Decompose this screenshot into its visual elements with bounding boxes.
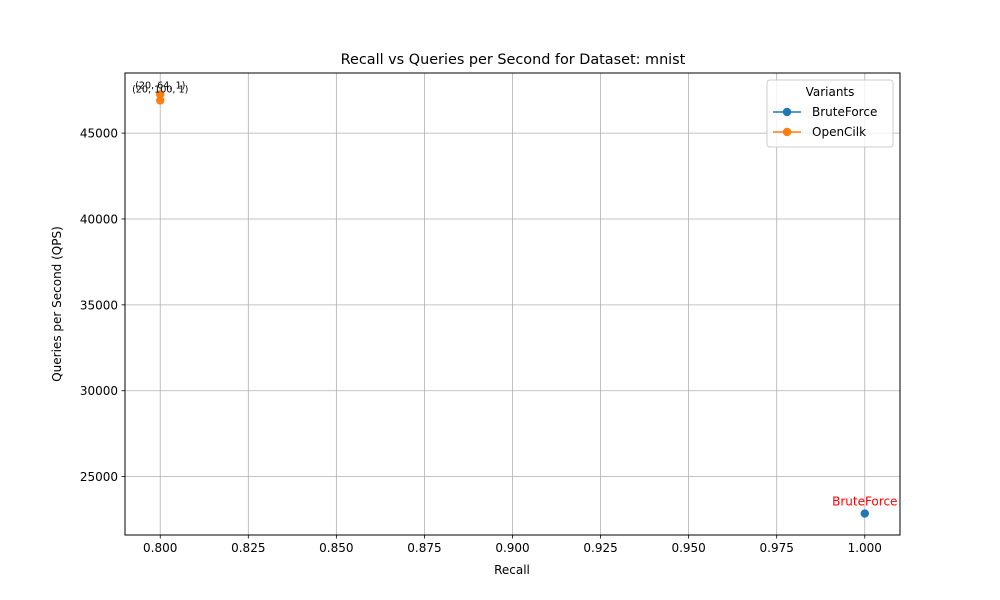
point-label: BruteForce — [832, 495, 897, 509]
chart-title: Recall vs Queries per Second for Dataset… — [341, 52, 686, 68]
y-tick-label: 25000 — [80, 470, 118, 484]
x-tick-label: 0.800 — [143, 541, 177, 555]
data-point-opencilk — [156, 90, 165, 99]
y-axis-ticks: 25000 30000 35000 40000 45000 — [80, 127, 125, 484]
y-tick-label: 40000 — [80, 212, 118, 226]
y-tick-label: 30000 — [80, 384, 118, 398]
point-labels: BruteForce (20, 64, 1)(20, 100, 1) — [132, 80, 897, 508]
x-tick-label: 0.825 — [231, 541, 265, 555]
y-tick-label: 45000 — [80, 127, 118, 141]
y-axis-label: Queries per Second (QPS) — [50, 226, 64, 382]
x-tick-label: 0.975 — [760, 541, 794, 555]
x-axis-ticks: 0.800 0.825 0.850 0.875 0.900 0.925 0.950 0.975… — [143, 535, 882, 555]
point-label: (20, 100, 1) — [132, 84, 188, 95]
legend-label-bruteforce: BruteForce — [812, 105, 877, 119]
data-point-bruteforce — [860, 509, 869, 518]
x-tick-label: 0.900 — [495, 541, 529, 555]
data-points — [156, 90, 869, 518]
data-point-opencilk — [156, 96, 165, 105]
x-axis-label: Recall — [494, 563, 530, 577]
legend-label-opencilk: OpenCilk — [812, 125, 866, 139]
legend-marker-bruteforce — [782, 107, 792, 117]
x-tick-label: 1.000 — [848, 541, 882, 555]
x-tick-label: 0.875 — [407, 541, 441, 555]
legend-box — [766, 79, 894, 148]
x-tick-label: 0.850 — [319, 541, 353, 555]
x-tick-label: 0.925 — [583, 541, 617, 555]
point-label: (20, 64, 1) — [135, 80, 185, 91]
legend-title: Variants — [806, 85, 855, 99]
grid-lines — [125, 73, 900, 535]
x-tick-label: 0.950 — [671, 541, 705, 555]
legend: Variants BruteForce OpenCilk — [766, 79, 894, 148]
y-tick-label: 35000 — [80, 298, 118, 312]
legend-marker-opencilk — [782, 127, 792, 137]
